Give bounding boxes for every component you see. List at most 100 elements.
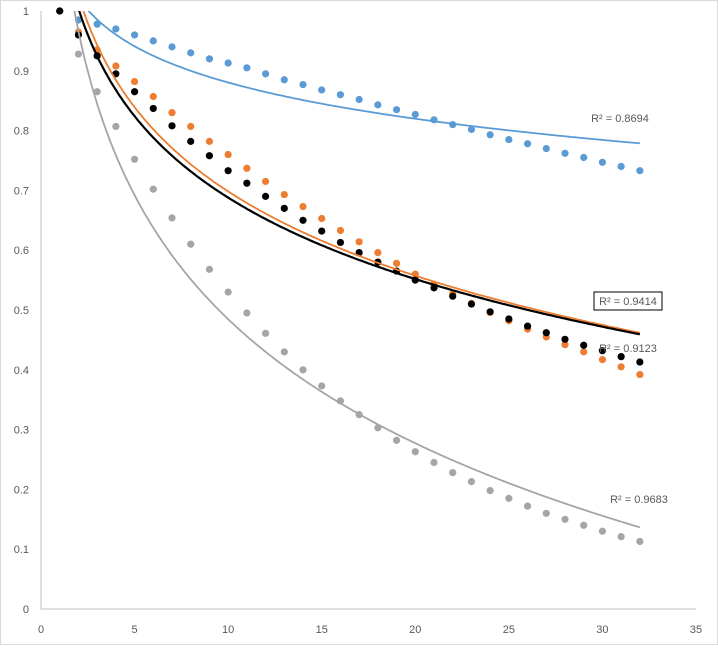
data-point (56, 7, 64, 15)
data-point (411, 448, 419, 456)
data-point (598, 347, 607, 355)
data-point (112, 62, 120, 70)
trendline-orange (82, 11, 641, 334)
data-point (299, 216, 307, 224)
data-point (505, 494, 513, 502)
x-tick-label: 35 (690, 624, 702, 636)
data-point (449, 469, 457, 477)
data-point (130, 31, 139, 39)
data-point (224, 288, 232, 296)
data-point (467, 300, 476, 308)
r2-label-black: R² = 0.9414 (599, 296, 657, 308)
data-point (318, 214, 326, 223)
y-tick-label: 0.3 (14, 425, 29, 437)
data-point (130, 88, 139, 96)
data-point (168, 214, 176, 222)
data-point (261, 70, 270, 78)
data-point (355, 95, 363, 104)
data-point (598, 356, 607, 364)
data-point (374, 101, 382, 109)
y-tick-label: 1 (23, 6, 29, 18)
data-point (224, 59, 232, 67)
data-point (299, 202, 307, 211)
data-point (261, 192, 270, 200)
data-point (523, 140, 532, 148)
data-point (561, 335, 569, 343)
data-point (130, 77, 139, 86)
data-point (505, 135, 513, 144)
data-point (374, 248, 382, 257)
data-point (280, 76, 288, 84)
data-point (205, 137, 214, 145)
x-tick-label: 20 (409, 624, 421, 636)
series-orange (56, 7, 644, 379)
trendline-gray (73, 11, 641, 529)
data-point (561, 149, 569, 157)
series-black (56, 7, 644, 366)
data-point (411, 110, 419, 119)
data-point (336, 91, 345, 99)
data-point (598, 527, 607, 535)
y-tick-label: 0.8 (14, 126, 29, 138)
data-point (617, 533, 625, 541)
data-point (318, 382, 326, 390)
x-tick-label: 0 (38, 624, 44, 636)
x-tick-label: 25 (503, 624, 515, 636)
data-point (392, 436, 401, 444)
x-tick-label: 5 (132, 624, 138, 636)
data-point (636, 358, 644, 366)
data-point (430, 458, 438, 467)
data-point (355, 238, 363, 246)
data-point (467, 478, 476, 486)
data-point (243, 309, 251, 317)
data-point (74, 50, 83, 58)
data-point (523, 502, 532, 510)
data-point (336, 238, 345, 247)
data-point (149, 37, 157, 45)
y-tick-label: 0.6 (14, 245, 29, 257)
data-point (224, 150, 232, 159)
y-tick-label: 0.5 (14, 305, 29, 317)
data-point (168, 43, 176, 51)
data-point (205, 55, 214, 63)
r2-label-gray: R² = 0.9683 (610, 494, 668, 506)
data-point (93, 88, 101, 96)
data-point (523, 322, 532, 330)
y-tick-label: 0.9 (14, 66, 29, 78)
data-point (112, 122, 120, 131)
data-point (542, 509, 550, 517)
data-point (187, 49, 195, 57)
data-point (243, 64, 251, 72)
data-point (505, 315, 513, 323)
data-point (280, 348, 288, 356)
data-point (318, 86, 326, 94)
data-point (617, 353, 625, 361)
r2-label-blue: R² = 0.8694 (591, 113, 649, 125)
y-tick-label: 0.1 (14, 544, 29, 556)
data-point (187, 137, 195, 145)
data-point (486, 131, 494, 139)
data-point (467, 125, 476, 134)
trendline-black (78, 11, 641, 336)
r2-label-orange: R² = 0.9123 (599, 343, 657, 355)
data-point (112, 25, 120, 33)
data-point (280, 190, 288, 199)
data-point (149, 185, 157, 193)
data-point (224, 167, 232, 175)
data-point (280, 204, 288, 212)
data-point (299, 366, 307, 374)
data-point (168, 122, 176, 130)
data-point (486, 308, 494, 316)
x-tick-label: 15 (316, 624, 328, 636)
data-point (205, 152, 214, 160)
data-point (168, 109, 176, 117)
data-point (261, 177, 270, 186)
data-point (636, 537, 644, 546)
y-tick-label: 0.4 (14, 365, 29, 377)
x-tick-label: 10 (222, 624, 234, 636)
r2-label-box (593, 291, 663, 311)
data-point (392, 106, 401, 114)
data-point (580, 521, 588, 529)
